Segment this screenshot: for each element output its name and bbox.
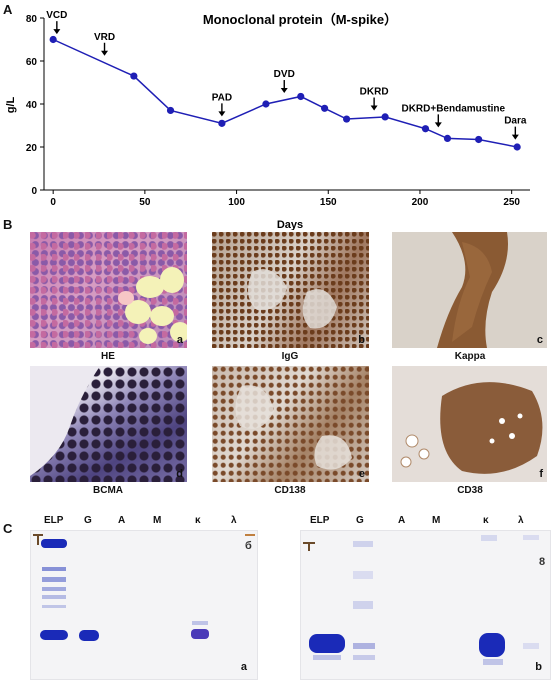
histology-caption-kappa: Kappa bbox=[454, 351, 486, 362]
x-tick-label: 200 bbox=[412, 197, 429, 208]
tile-letter: c bbox=[536, 334, 543, 346]
gel-b-lane-g: G bbox=[356, 515, 364, 526]
annotation-label: VCD bbox=[46, 10, 67, 21]
panel-label-a: A bbox=[3, 2, 13, 17]
gel-b-lane-elp: ELP bbox=[310, 515, 330, 526]
y-tick-label: 80 bbox=[26, 14, 38, 25]
data-point bbox=[297, 92, 305, 101]
svg-text:8: 8 bbox=[539, 556, 545, 568]
gel-a-lane-m: M bbox=[153, 515, 162, 526]
tile-letter: b bbox=[358, 334, 365, 346]
annotation-arrowhead bbox=[434, 122, 442, 128]
data-point bbox=[513, 143, 521, 151]
panel-label-b: B bbox=[3, 217, 13, 232]
data-point bbox=[443, 134, 452, 142]
panel-label-c: C bbox=[3, 521, 13, 536]
data-point bbox=[49, 35, 57, 44]
annotation-arrowhead bbox=[101, 50, 109, 56]
histology-image-cd138: e bbox=[212, 366, 369, 482]
tile-letter: e bbox=[358, 468, 365, 480]
histology-image-bcma: d bbox=[30, 366, 187, 482]
data-point bbox=[262, 100, 270, 108]
histology-caption-cd138: CD138 bbox=[274, 485, 306, 496]
gel-a-lane-g: G bbox=[84, 515, 92, 526]
y-tick-label: 20 bbox=[26, 143, 38, 154]
histology-image-he: a bbox=[30, 232, 187, 348]
annotation-arrowhead bbox=[53, 29, 61, 35]
annotation-arrowhead bbox=[511, 134, 519, 140]
histology-caption-he: HE bbox=[101, 351, 115, 362]
annotation-label: Dara bbox=[504, 116, 527, 127]
data-point bbox=[475, 135, 483, 144]
data-point bbox=[343, 115, 351, 123]
y-tick-label: 60 bbox=[26, 57, 38, 68]
histology-caption-igg: IgG bbox=[281, 351, 299, 362]
gel-image-b: 8 b bbox=[300, 530, 551, 680]
gel-b-lane-kappa: κ bbox=[483, 515, 489, 526]
gel-b-lane-lambda: λ bbox=[518, 515, 524, 526]
tile-letter: f bbox=[539, 468, 543, 480]
chart-title: Monoclonal protein（M-spike） bbox=[203, 12, 397, 27]
data-point bbox=[166, 106, 175, 115]
svg-text:б: б bbox=[245, 540, 252, 552]
annotation-label: DVD bbox=[274, 69, 295, 80]
histology-image-kappa: c bbox=[392, 232, 547, 348]
data-point bbox=[130, 72, 138, 80]
y-tick-label: 40 bbox=[26, 100, 38, 111]
annotation-arrowhead bbox=[218, 111, 226, 117]
series-line bbox=[52, 38, 518, 148]
x-tick-label: 150 bbox=[320, 197, 337, 208]
tile-letter: a bbox=[176, 334, 183, 346]
annotation-label: DKRD bbox=[360, 87, 389, 98]
histology-caption-cd38: CD38 bbox=[457, 485, 483, 496]
annotation-arrowhead bbox=[280, 88, 288, 94]
data-point bbox=[218, 119, 226, 127]
histology-caption-bcma: BCMA bbox=[93, 485, 123, 496]
x-tick-label: 50 bbox=[139, 197, 151, 208]
x-tick-label: 0 bbox=[50, 197, 56, 208]
x-axis-label: Days bbox=[277, 219, 303, 230]
x-tick-label: 250 bbox=[503, 197, 520, 208]
gel-b-lane-m: M bbox=[432, 515, 441, 526]
data-point bbox=[421, 125, 430, 133]
histology-image-igg: b bbox=[212, 232, 369, 348]
gel-a-lane-elp: ELP bbox=[44, 515, 64, 526]
y-axis-label: g/L bbox=[5, 96, 17, 113]
gel-a-lane-a: A bbox=[118, 515, 126, 526]
gel-b-lane-a: A bbox=[398, 515, 406, 526]
annotation-arrowhead bbox=[370, 105, 378, 111]
y-tick-label: 0 bbox=[31, 186, 37, 197]
annotation-label: VRD bbox=[94, 32, 115, 43]
gel-a-lane-kappa: κ bbox=[195, 515, 201, 526]
gel-a-lane-lambda: λ bbox=[231, 515, 237, 526]
x-tick-label: 100 bbox=[228, 197, 245, 208]
data-point bbox=[320, 104, 329, 112]
annotation-label: PAD bbox=[212, 92, 232, 103]
gel-image-a: б a bbox=[30, 530, 258, 680]
gel-letter: a bbox=[240, 661, 247, 673]
gel-letter: b bbox=[535, 661, 542, 673]
m-spike-line-chart: 0 50 100 150 200 250 0 20 40 60 80 VCD VRD PAD DVD DKR… bbox=[5, 10, 530, 230]
annotation-label: DKRD+Bendamustine bbox=[401, 103, 505, 114]
histology-image-cd38: f bbox=[392, 366, 547, 482]
data-point bbox=[381, 113, 389, 121]
tile-letter: d bbox=[176, 468, 183, 480]
